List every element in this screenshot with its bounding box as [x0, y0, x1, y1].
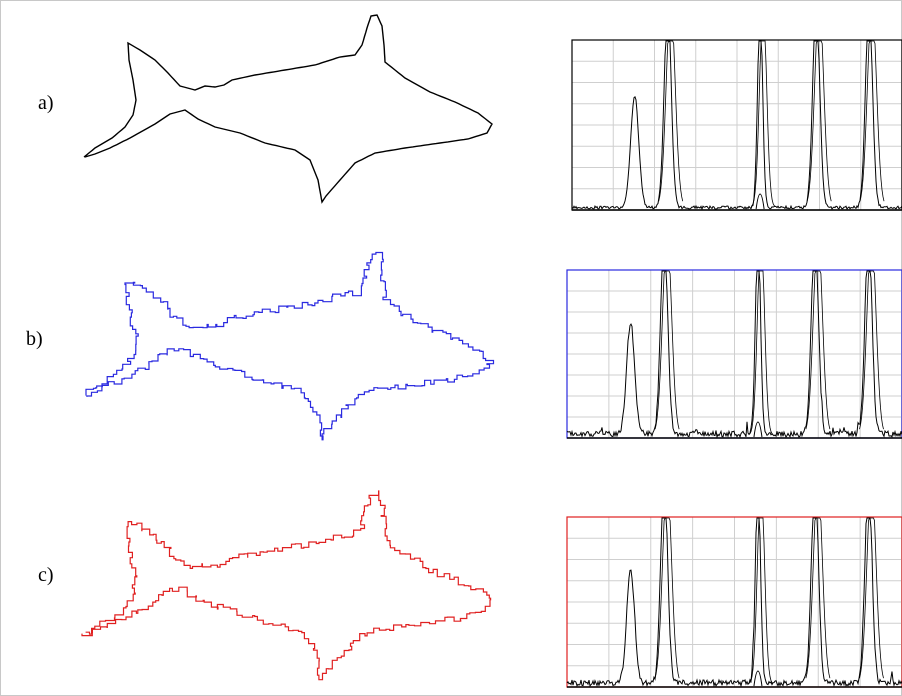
panel-a-label: a) [38, 92, 54, 114]
spectrum-b-bump [753, 421, 763, 438]
spectrum-b-spectrum-trace-0 [654, 270, 680, 430]
spectrum-b-spectrum-trace-2 [805, 270, 831, 430]
spectrum-c-bump [753, 670, 763, 687]
spectrum-a-spectrum-trace-1 [750, 40, 776, 207]
spectrum-b-spectrum-line [566, 270, 902, 439]
shark-outline-b [85, 251, 495, 441]
spectrum-c-spectrum-line [566, 517, 902, 688]
spectrum-b-spectrum-trace-3 [859, 270, 884, 430]
spectrum-a-bump [755, 193, 765, 210]
spectrum-a-spectrum-line [571, 40, 902, 211]
spectrum-c-spectrum-trace-3 [859, 517, 884, 679]
shark-outline-a [83, 14, 493, 204]
panel-c-label: c) [38, 564, 54, 586]
spectrum-c-spectrum-trace-0 [654, 517, 680, 679]
spectrum-b-spectrum-trace-1 [748, 270, 774, 435]
shark-outline-c [81, 490, 492, 681]
spectrum-a-spectrum-trace-3 [859, 40, 885, 202]
panel-b-label: b) [26, 328, 43, 350]
spectrum-a-spectrum-trace-2 [806, 40, 832, 202]
spectrum-c-spectrum-trace-2 [805, 517, 831, 679]
spectrum-c-spectrum-trace-1 [748, 517, 774, 684]
spectrum-a-spectrum-trace-0 [658, 40, 684, 202]
